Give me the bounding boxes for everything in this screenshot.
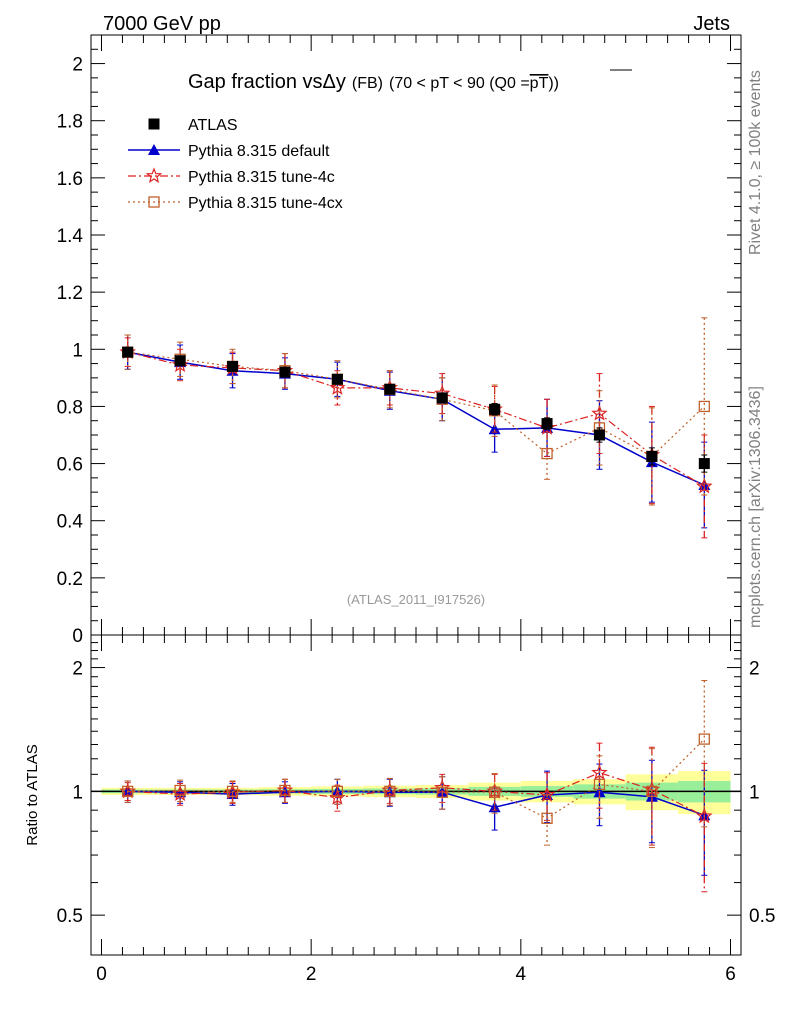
main-series-group bbox=[119, 317, 713, 539]
title-range: (70 < pT < 90 (Q0 = bbox=[389, 75, 530, 92]
main-y-tick-label: 1.8 bbox=[57, 112, 83, 133]
main-data-point bbox=[436, 392, 448, 404]
ratio-x-tick-label: 4 bbox=[516, 964, 527, 985]
main-data-point bbox=[541, 447, 553, 460]
main-y-tick-label: 0.4 bbox=[57, 512, 84, 533]
ratio-x-tick-label: 2 bbox=[306, 964, 317, 985]
ratio-y-label: Ratio to ATLAS bbox=[24, 744, 41, 845]
main-series-1 bbox=[119, 337, 713, 539]
energy-label: 7000 GeV pp bbox=[103, 13, 221, 35]
ratio-y-tick-label: 2 bbox=[72, 659, 83, 680]
analysis-watermark: (ATLAS_2011_I917526) bbox=[347, 592, 485, 607]
ratio-data-point bbox=[122, 785, 134, 798]
main-series-3 bbox=[122, 346, 710, 473]
ratio-data-point bbox=[433, 779, 451, 795]
main-y-tick-label: 0 bbox=[72, 626, 83, 647]
ratio-panel: 0.5 0.5 1 1 2 2 0 2 4 6 Ratio to ATLAS bbox=[24, 634, 775, 985]
main-series-line bbox=[127, 351, 705, 487]
ratio-data-point bbox=[174, 784, 186, 797]
ratio-x-tick-label: 6 bbox=[725, 964, 736, 985]
rivet-label: Rivet 4.1.0, ≥ 100k events bbox=[747, 70, 764, 255]
ratio-data-point bbox=[279, 784, 291, 797]
ratio-data-point bbox=[331, 785, 344, 798]
title-fb: (FB) bbox=[352, 75, 383, 92]
main-panel: 0 0.2 0.4 0.6 0.8 1 1.2 1.4 1.6 1.8 2 Gap fraction… bbox=[57, 34, 742, 647]
main-data-point bbox=[593, 429, 605, 441]
ratio-series-2 bbox=[122, 680, 710, 849]
main-y-tick-label: 2 bbox=[72, 55, 83, 76]
main-y-tick-label: 1 bbox=[72, 340, 83, 361]
ratio-series-line bbox=[127, 772, 705, 817]
legend-marker bbox=[148, 144, 160, 155]
ratio-data-point bbox=[591, 764, 608, 780]
main-x-ticks bbox=[100, 35, 732, 635]
ratio-data-point bbox=[226, 785, 239, 798]
ratio-data-point bbox=[538, 786, 556, 802]
legend-label: ATLAS bbox=[188, 117, 238, 134]
legend-marker bbox=[148, 118, 160, 130]
main-data-point bbox=[279, 366, 291, 378]
ratio-data-point bbox=[541, 812, 553, 824]
main-data-point bbox=[698, 458, 710, 470]
main-data-point bbox=[384, 383, 396, 395]
ratio-y-tick-label-right: 0.5 bbox=[749, 906, 775, 927]
ratio-data-point bbox=[436, 786, 448, 798]
ratio-series-1 bbox=[119, 742, 713, 893]
ratio-y-tick-label-right: 1 bbox=[749, 782, 760, 803]
main-y-axis: 0 0.2 0.4 0.6 0.8 1 1.2 1.4 1.6 1.8 2 bbox=[57, 48, 741, 647]
ratio-series-group bbox=[119, 680, 713, 893]
main-series-2 bbox=[122, 317, 710, 506]
title-close: )) bbox=[548, 75, 559, 92]
chart-title: Gap fraction vsΔy (FB) (70 < pT < 90 (Q0 =… bbox=[188, 71, 559, 93]
main-data-point bbox=[646, 450, 658, 462]
main-data-point bbox=[227, 360, 239, 372]
main-series-line bbox=[127, 351, 705, 458]
main-y-tick-label: 0.8 bbox=[57, 397, 83, 418]
main-y-tick-label: 1.4 bbox=[57, 226, 84, 247]
main-series-line bbox=[127, 351, 705, 486]
main-y-tick-label: 1.2 bbox=[57, 283, 83, 304]
main-data-point bbox=[331, 373, 343, 385]
main-y-tick-label: 0.2 bbox=[57, 569, 83, 590]
title-delta: Δy bbox=[323, 71, 346, 93]
main-data-point bbox=[541, 418, 553, 430]
ratio-data-point bbox=[488, 786, 501, 798]
legend: ATLAS Pythia 8.315 default Pythia 8.315 tu… bbox=[128, 117, 343, 212]
title-pt: pT bbox=[530, 75, 549, 92]
main-data-point bbox=[174, 355, 186, 367]
main-y-tick-label: 0.6 bbox=[57, 455, 83, 476]
ratio-y-tick-label-right: 2 bbox=[749, 659, 760, 680]
ratio-data-point bbox=[646, 785, 658, 798]
ratio-series-line bbox=[127, 738, 705, 819]
ratio-data-point bbox=[384, 785, 396, 798]
ratio-data-point bbox=[383, 786, 396, 798]
ratio-y-tick-label: 1 bbox=[72, 782, 83, 803]
legend-marker bbox=[145, 167, 163, 184]
mcplots-label: mcplots.cern.ch [arXiv:1306.3436] bbox=[747, 386, 764, 628]
main-data-point bbox=[489, 403, 501, 415]
ratio-y-axis: 0.5 0.5 1 1 2 2 bbox=[57, 642, 775, 927]
main-y-tick-label: 1.6 bbox=[57, 169, 83, 190]
ratio-x-tick-label: 0 bbox=[96, 964, 107, 985]
ratio-y-tick-label: 0.5 bbox=[57, 906, 83, 927]
legend-label: Pythia 8.315 tune-4c bbox=[188, 169, 335, 186]
legend-label: Pythia 8.315 default bbox=[188, 143, 330, 160]
main-data-point bbox=[122, 346, 134, 358]
ratio-x-axis: 0 2 4 6 bbox=[96, 635, 736, 985]
main-data-point bbox=[698, 400, 710, 413]
ratio-data-point bbox=[696, 807, 713, 824]
ratio-series-line bbox=[127, 790, 705, 816]
title-main: Gap fraction vs bbox=[188, 71, 323, 93]
ratio-series-0 bbox=[121, 759, 711, 876]
ratio-data-point bbox=[593, 778, 606, 791]
ratio-data-point bbox=[698, 733, 710, 745]
process-label: Jets bbox=[693, 13, 730, 35]
legend-marker bbox=[148, 196, 160, 208]
main-data-point bbox=[488, 423, 501, 435]
legend-label: Pythia 8.315 tune-4cx bbox=[188, 195, 343, 212]
